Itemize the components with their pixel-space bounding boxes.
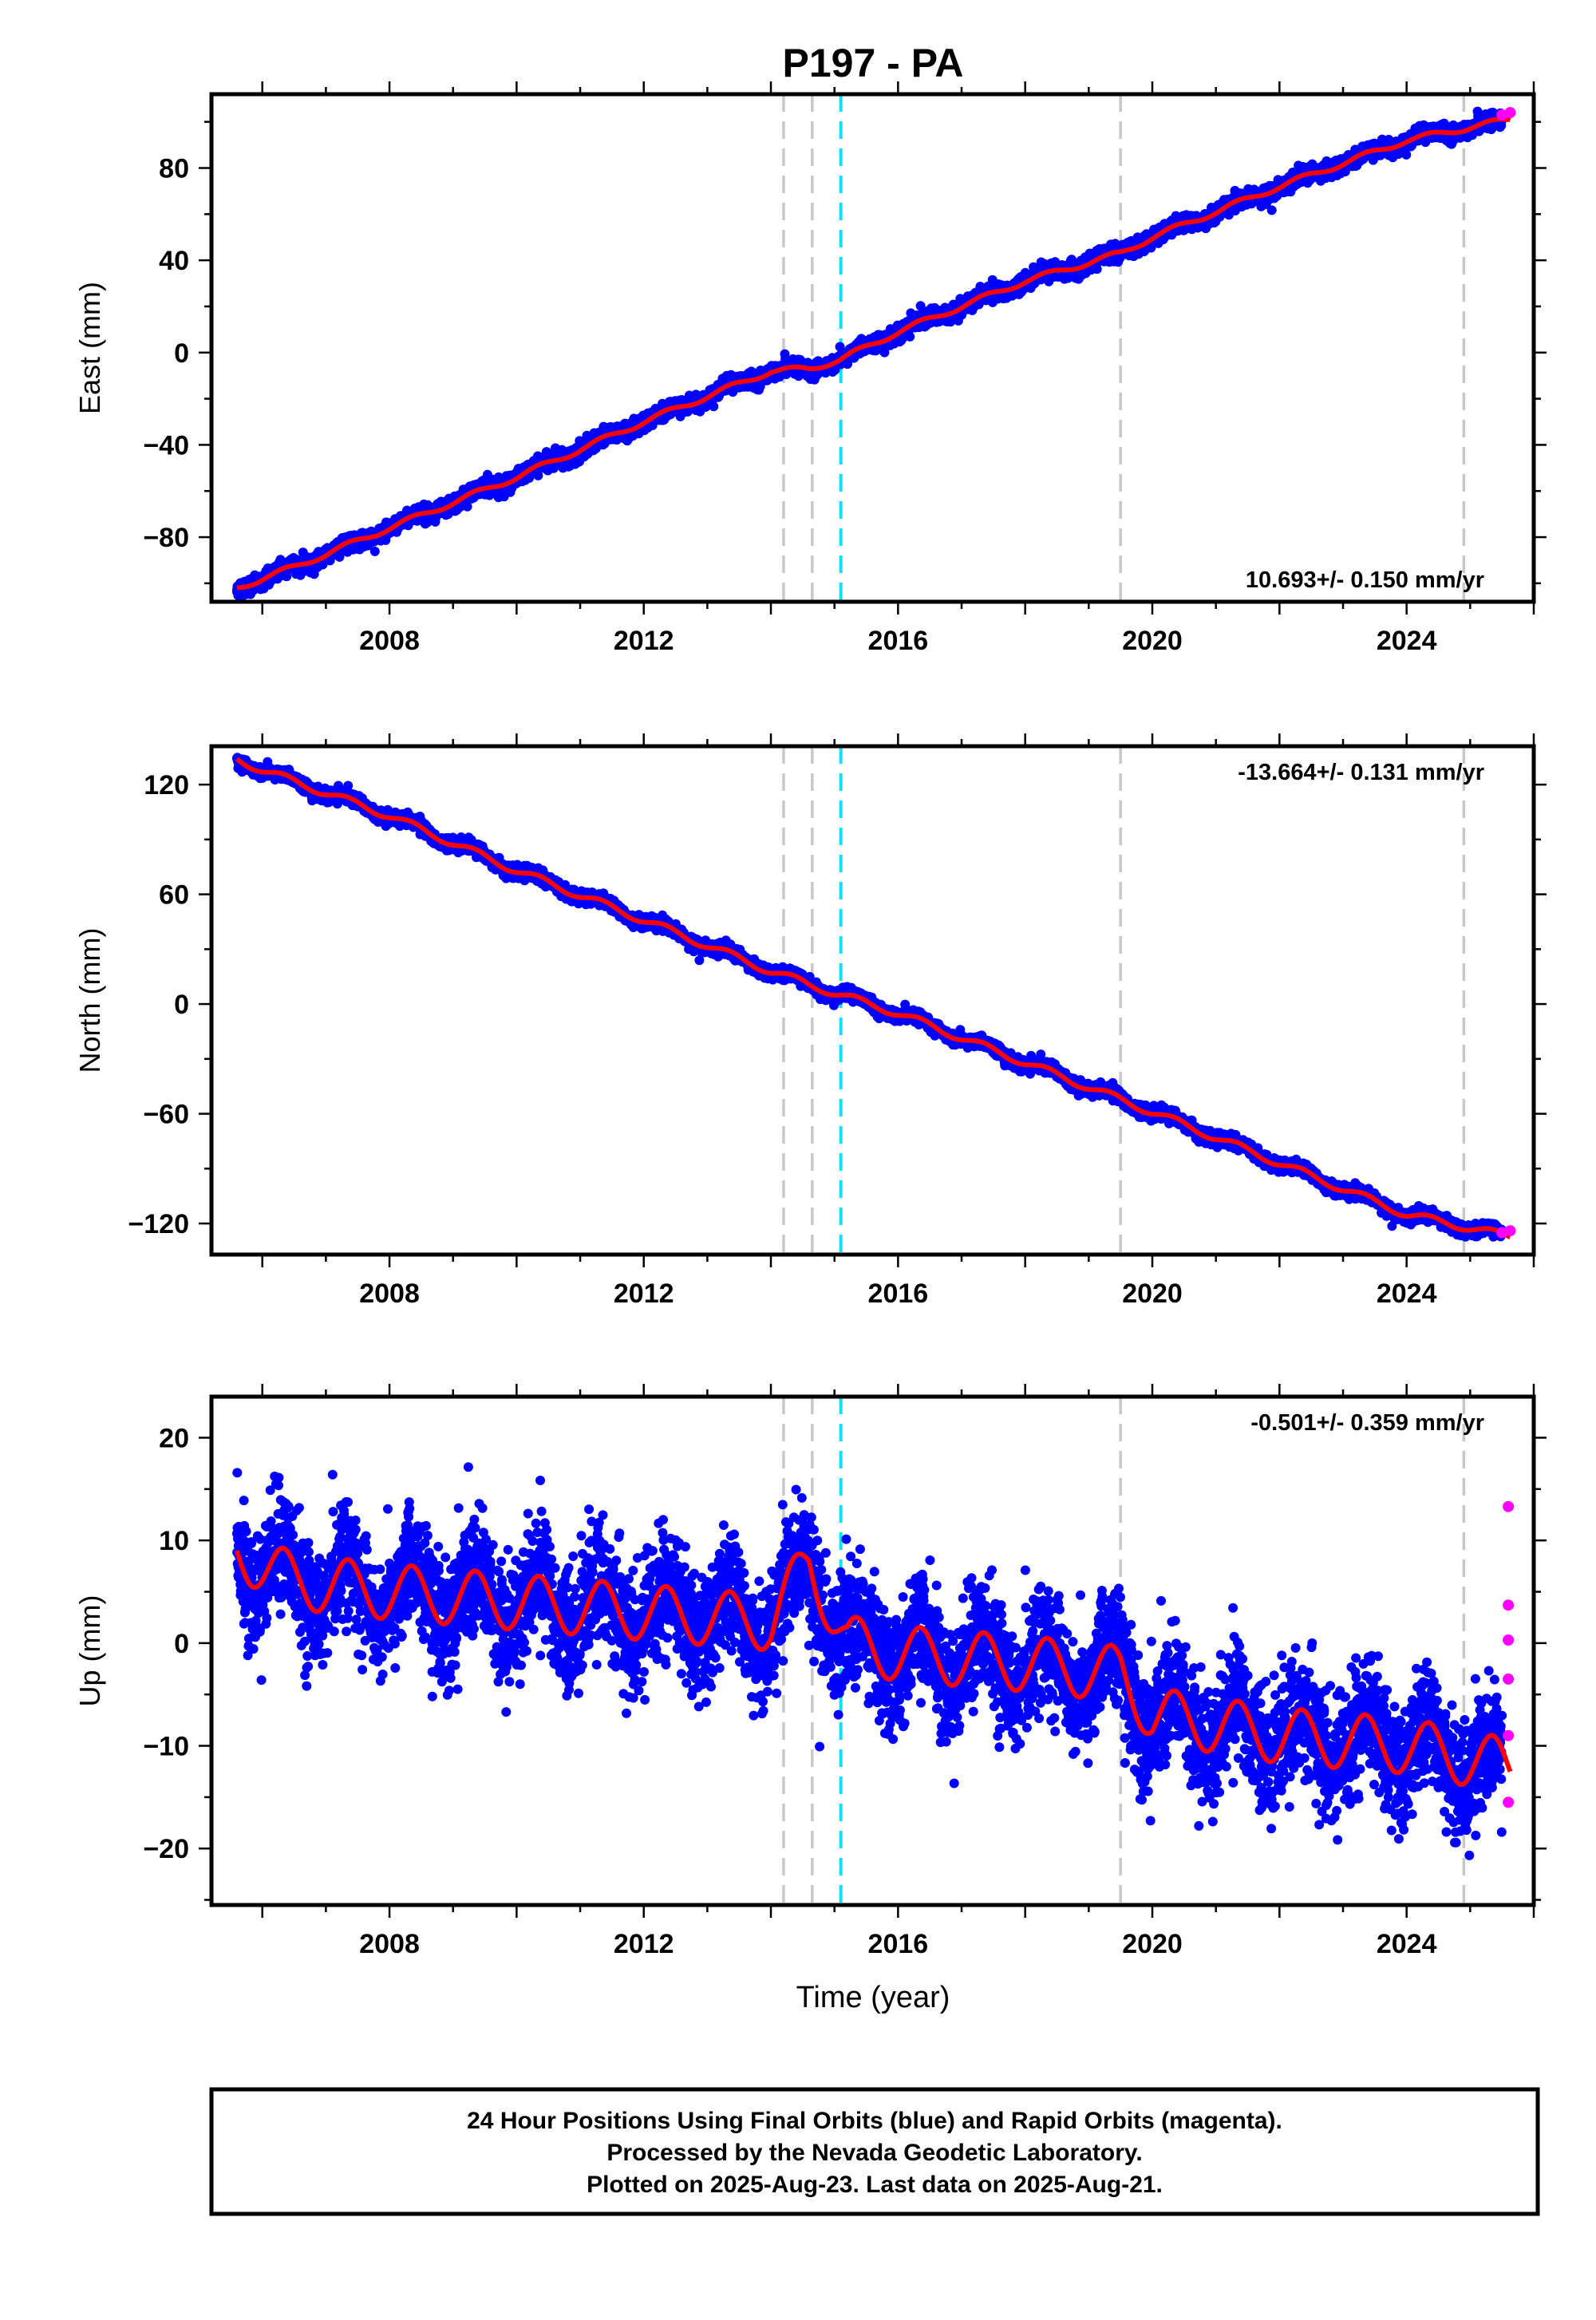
x-tick-label: 2020 [1122, 626, 1183, 656]
x-tick-label: 2016 [868, 626, 929, 656]
x-tick-label: 2012 [614, 626, 674, 656]
y-axis-label: East (mm) [73, 282, 106, 414]
y-tick-label: 0 [174, 338, 189, 369]
y-tick-label: −80 [143, 523, 189, 553]
chart-title: P197 - PA [783, 41, 964, 85]
data-point [370, 547, 380, 556]
y-tick-label: −40 [143, 430, 189, 460]
data-point [905, 332, 915, 342]
x-tick-label: 2024 [1377, 626, 1437, 656]
data-point [1267, 205, 1277, 215]
y-tick-label: 40 [159, 246, 189, 276]
x-tick-label: 2008 [359, 626, 420, 656]
y-tick-label: 80 [159, 154, 189, 184]
data-point [709, 401, 718, 411]
